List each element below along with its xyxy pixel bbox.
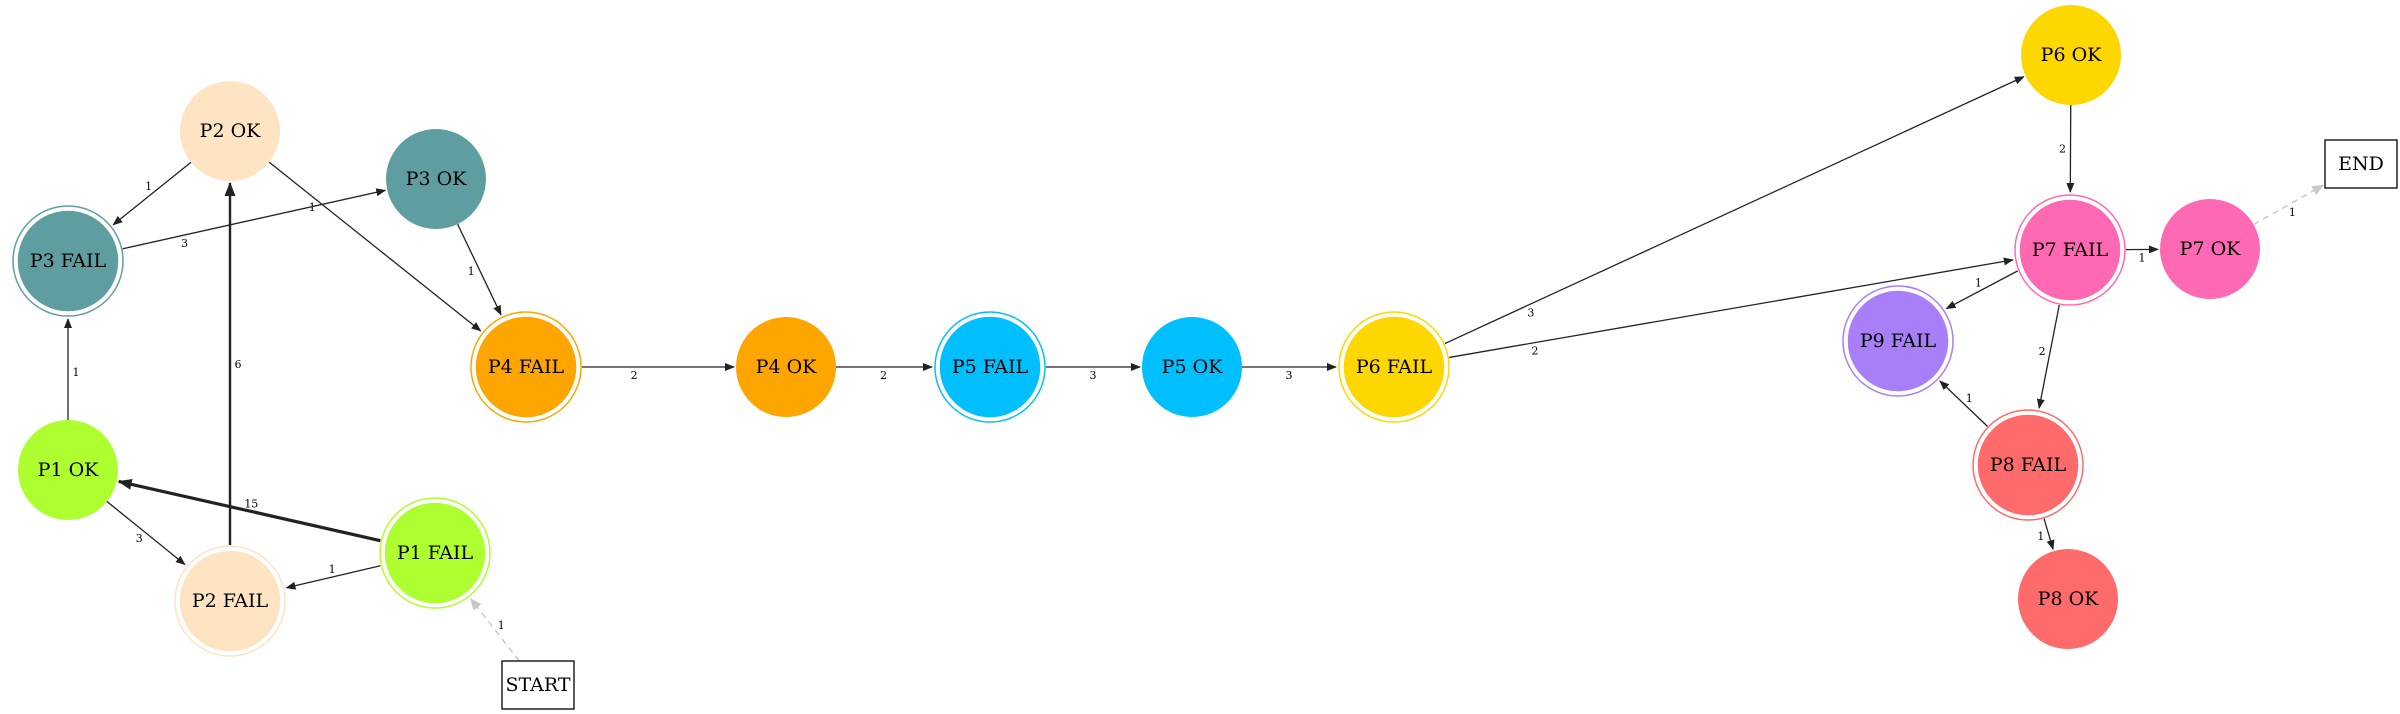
edge-p7fail-to-p9fail: 1 <box>1946 271 2017 309</box>
edge-line <box>113 162 191 224</box>
edge-label: 3 <box>181 237 188 250</box>
box-start[interactable]: START <box>502 661 574 709</box>
node-label: P7 OK <box>2180 238 2241 260</box>
node-label: P5 FAIL <box>952 356 1029 378</box>
edge-line <box>2044 519 2053 550</box>
edge-p1ok-to-p2fail: 3 <box>107 501 185 564</box>
edge-label: 1 <box>2139 251 2146 264</box>
node-p8ok[interactable]: P8 OK <box>2018 549 2118 649</box>
node-label: P1 OK <box>38 459 99 481</box>
edge-label: 1 <box>1966 392 1973 405</box>
node-p7ok[interactable]: P7 OK <box>2160 199 2260 299</box>
edge-label: 6 <box>235 358 242 371</box>
node-p1ok[interactable]: P1 OK <box>18 420 118 520</box>
edge-p1fail-to-p2fail: 1 <box>286 563 380 588</box>
edge-label: 2 <box>2039 345 2046 358</box>
box-end[interactable]: END <box>2325 140 2397 188</box>
edge-line <box>119 481 381 540</box>
edge-label: 2 <box>631 369 638 382</box>
node-p3ok[interactable]: P3 OK <box>386 129 486 229</box>
edge-p3ok-to-p4fail: 1 <box>458 224 501 315</box>
node-p6ok[interactable]: P6 OK <box>2021 5 2121 105</box>
node-label: P5 OK <box>1162 356 1223 378</box>
node-label: P6 OK <box>2041 44 2102 66</box>
edge-p1fail-to-p1ok: 15 <box>119 481 381 540</box>
edge-line <box>1445 77 2024 344</box>
node-p5fail[interactable]: P5 FAIL <box>935 312 1045 422</box>
node-p1fail[interactable]: P1 FAIL <box>380 498 490 608</box>
edge-label: 3 <box>136 532 143 545</box>
node-label: P2 FAIL <box>192 590 269 612</box>
edge-p8fail-to-p8ok: 1 <box>2037 519 2053 550</box>
node-label: P3 OK <box>406 168 467 190</box>
edge-p4ok-to-p5fail: 2 <box>836 367 932 382</box>
node-label: P2 OK <box>200 120 261 142</box>
edge-label: 3 <box>1527 307 1534 320</box>
edge-label: 1 <box>468 265 475 278</box>
edge-line <box>471 599 520 661</box>
edge-line <box>1946 271 2017 309</box>
edge-line <box>458 224 501 315</box>
node-label: P4 OK <box>756 356 817 378</box>
edge-label: 1 <box>498 619 505 632</box>
edge-p2ok-to-p3fail: 1 <box>113 162 191 224</box>
edge-p5fail-to-p5ok: 3 <box>1046 367 1140 382</box>
edge-line <box>107 501 185 564</box>
node-p2fail[interactable]: P2 FAIL <box>175 546 285 656</box>
edge-label: 2 <box>880 369 887 382</box>
edge-label: 3 <box>1286 369 1293 382</box>
edge-label: 1 <box>73 366 80 379</box>
node-label: P3 FAIL <box>30 250 107 272</box>
node-label: P8 FAIL <box>1990 454 2067 476</box>
edge-p1ok-to-p3fail: 1 <box>68 319 80 420</box>
edge-label: 2 <box>2059 142 2066 155</box>
node-p4fail[interactable]: P4 FAIL <box>471 312 581 422</box>
edge-p5ok-to-p6fail: 3 <box>1242 367 1336 382</box>
edge-label: 1 <box>2037 530 2044 543</box>
edge-start-to-p1fail: 1 <box>471 599 520 661</box>
edge-p6ok-to-p7fail: 2 <box>2059 105 2071 192</box>
edge-label: 3 <box>1090 369 1097 382</box>
node-p9fail[interactable]: P9 FAIL <box>1843 286 1953 396</box>
edge-p7fail-to-p8fail: 2 <box>2039 305 2060 408</box>
node-p4ok[interactable]: P4 OK <box>736 317 836 417</box>
edge-p7ok-to-end: 1 <box>2254 185 2324 224</box>
node-label: P1 FAIL <box>397 542 474 564</box>
edge-line <box>123 190 386 249</box>
node-label: P7 FAIL <box>2032 239 2109 261</box>
edge-p4fail-to-p4ok: 2 <box>582 367 734 382</box>
node-p2ok[interactable]: P2 OK <box>180 81 280 181</box>
node-p7fail[interactable]: P7 FAIL <box>2015 195 2125 305</box>
box-label: START <box>505 674 570 696</box>
edge-p3fail-to-p3ok: 3 <box>123 190 386 250</box>
edge-label: 15 <box>244 497 258 510</box>
node-p8fail[interactable]: P8 FAIL <box>1973 410 2083 520</box>
edge-label: 1 <box>2289 206 2296 219</box>
node-label: P8 OK <box>2038 588 2099 610</box>
edge-p6fail-to-p6ok: 3 <box>1445 77 2024 344</box>
node-label: P6 FAIL <box>1356 356 1433 378</box>
edge-label: 1 <box>329 563 336 576</box>
edge-label: 1 <box>145 180 152 193</box>
edge-p8fail-to-p9fail: 1 <box>1940 381 1988 426</box>
edge-p2fail-to-p2ok: 6 <box>230 183 242 545</box>
node-p3fail[interactable]: P3 FAIL <box>13 206 123 316</box>
node-p5ok[interactable]: P5 OK <box>1142 317 1242 417</box>
edge-label: 1 <box>1975 277 1982 290</box>
node-p6fail[interactable]: P6 FAIL <box>1339 312 1449 422</box>
edge-line <box>1940 381 1988 426</box>
box-label: END <box>2338 153 2384 175</box>
edge-label: 2 <box>1532 345 1539 358</box>
node-label: P9 FAIL <box>1860 330 1937 352</box>
edge-p7fail-to-p7ok: 1 <box>2126 249 2158 264</box>
node-label: P4 FAIL <box>488 356 565 378</box>
